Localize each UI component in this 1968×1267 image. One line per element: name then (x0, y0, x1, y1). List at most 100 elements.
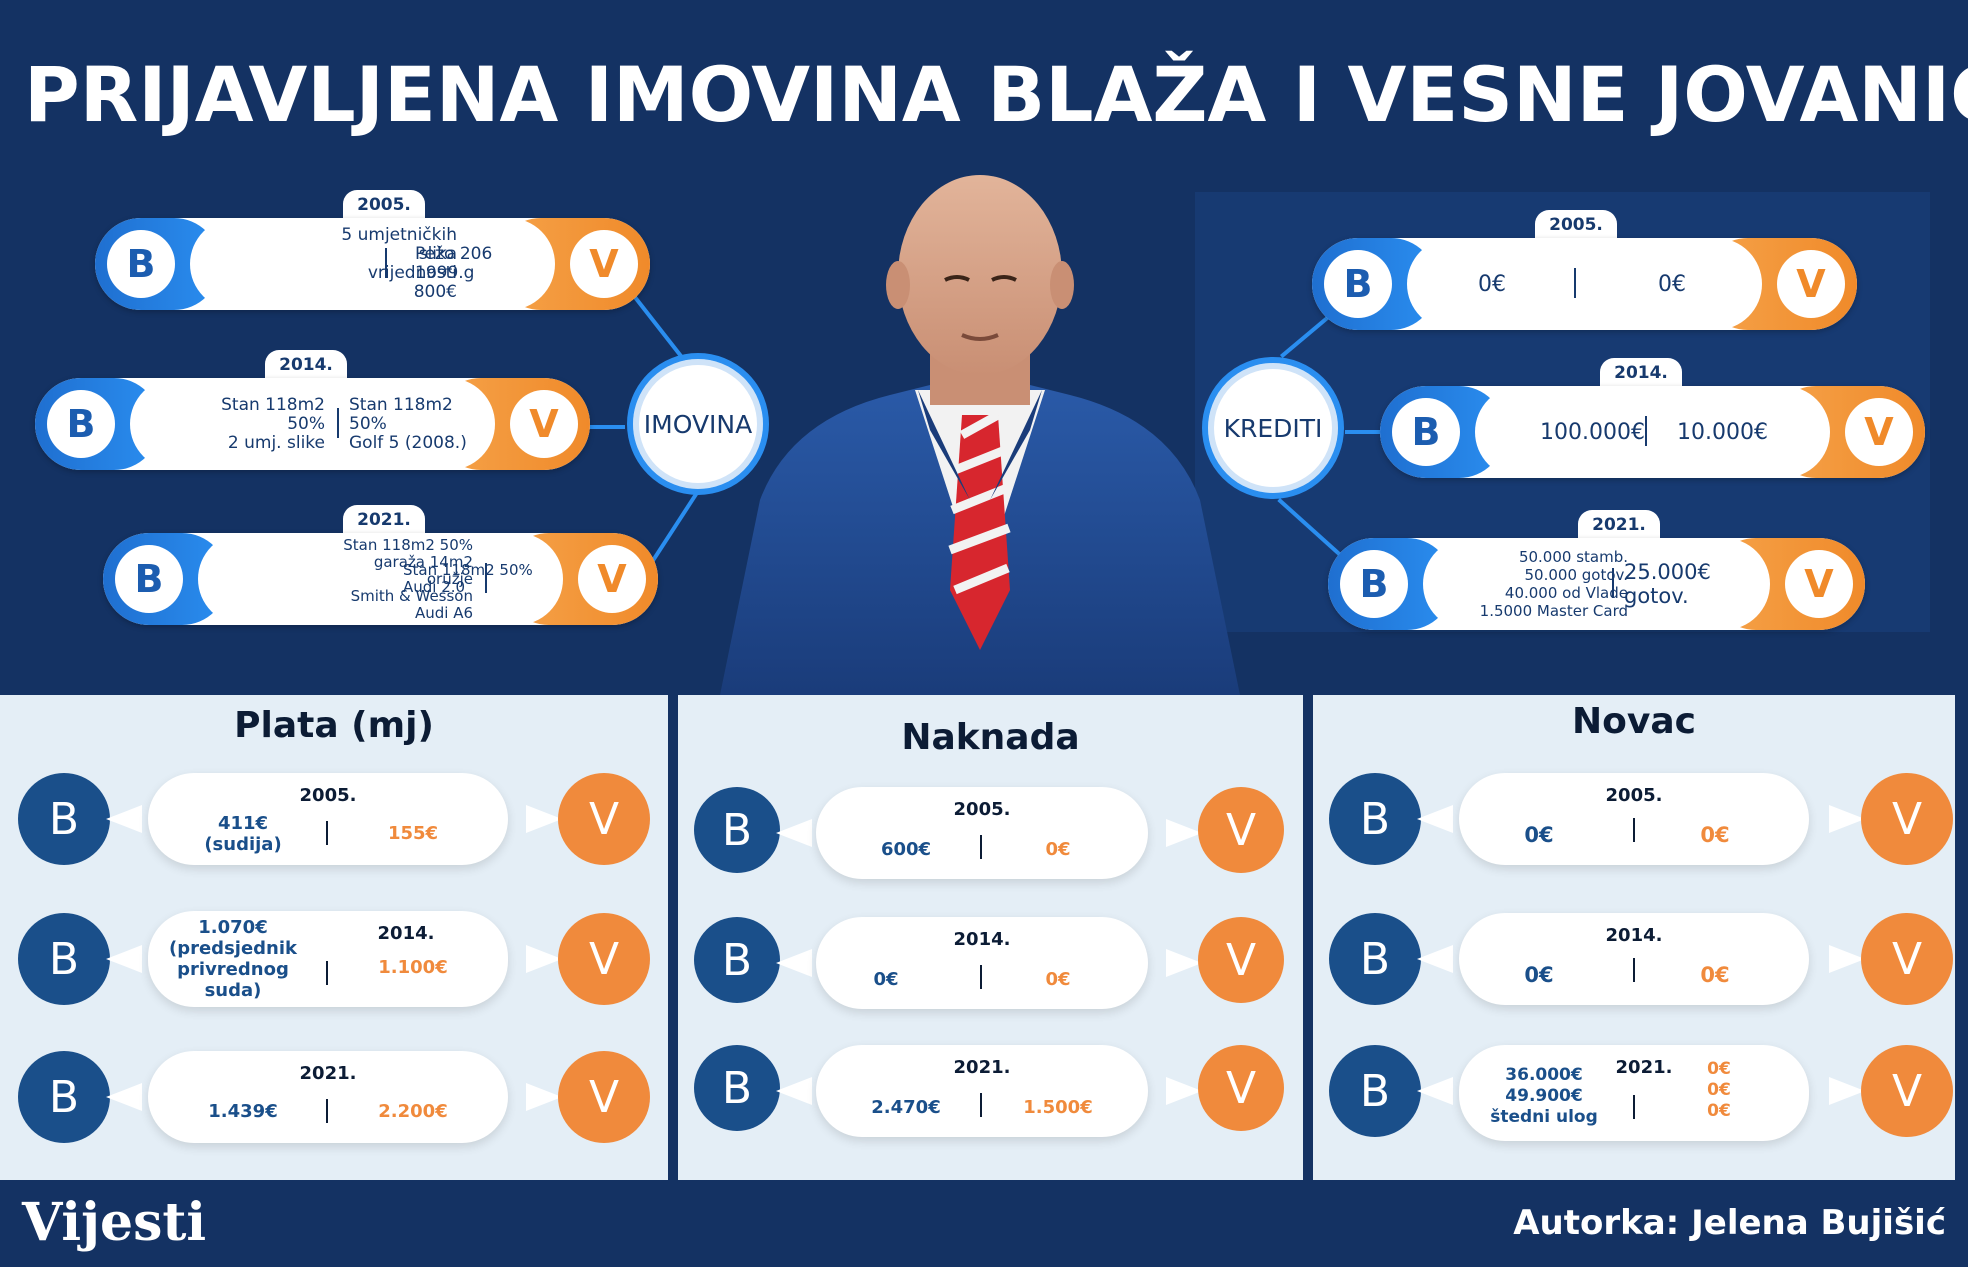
v-badge: V (558, 1051, 650, 1143)
year-label: 2005. (1535, 210, 1617, 240)
value-card: 2005. 600€ 0€ (816, 787, 1148, 879)
v-value: 1.100€ (378, 957, 448, 978)
panel-row: B 2005. 411€ (sudija) 155€ V (18, 773, 650, 873)
b-pointer (106, 945, 142, 973)
b-pointer (1417, 1077, 1453, 1105)
krediti-row-2005: B V 0€ 0€ (1312, 238, 1857, 330)
krediti-row-2014: B V 100.000€ 10.000€ (1380, 386, 1925, 478)
v-badge: V (570, 230, 638, 298)
v-value: 0€ (1045, 839, 1071, 860)
imovina-row-2005: B V 5 umjetničkih slika vrijednosti 800€… (95, 218, 650, 310)
b-value: 411€ (sudija) (204, 813, 282, 855)
v-value: 0€ (1658, 271, 1686, 297)
v-value: Stan 118m2 50% Golf 5 (2008.) (349, 394, 467, 453)
v-value: 155€ (387, 823, 439, 844)
card-year: 2021. (299, 1063, 357, 1084)
b-pointer (776, 1077, 812, 1105)
panel-novac: Novac B 2005. 0€ 0€ V B 2014. 0€ 0€ V B … (1313, 695, 1955, 1180)
b-value: 2.470€ (871, 1097, 941, 1118)
separator (980, 835, 982, 859)
panel-row: B 2014. 1.070€ (predsjednik privrednog s… (18, 911, 650, 1013)
panel-row: B 2005. 0€ 0€ V (1329, 773, 1953, 873)
imovina-row-2021: B V Stan 118m2 50% garaža 14m2 oružje Sm… (103, 533, 658, 625)
card-year: 2014. (953, 929, 1011, 950)
v-badge: V (558, 913, 650, 1005)
panel-row: B 2014. 0€ 0€ V (1329, 913, 1953, 1013)
v-value: 2.200€ (378, 1101, 448, 1122)
imovina-row-2014: B V Stan 118m2 50% 2 umj. slike Stan 118… (35, 378, 590, 470)
b-value: 1.439€ (208, 1101, 278, 1122)
card-year: 2005. (1605, 785, 1663, 806)
v-value: 10.000€ (1677, 419, 1768, 445)
b-badge: B (115, 545, 183, 613)
value-card: 2021. 2.470€ 1.500€ (816, 1045, 1148, 1137)
separator (1633, 958, 1635, 982)
card-year: 2021. (953, 1057, 1011, 1078)
year-label: 2021. (343, 505, 425, 535)
b-value: 36.000€ 49.900€ štedni ulog (1490, 1065, 1598, 1127)
panel-row: B 2021. 2.470€ 1.500€ V (694, 1045, 1294, 1145)
panel-title: Plata (mj) (234, 705, 434, 746)
v-pointer (526, 945, 562, 973)
v-value: 25.000€ gotov. (1624, 560, 1711, 608)
year-label: 2014. (1600, 358, 1682, 388)
v-pointer (1166, 1077, 1202, 1105)
b-pointer (776, 949, 812, 977)
v-value: Pežo 206 1999.g (415, 244, 493, 283)
v-badge: V (1861, 913, 1953, 1005)
connector-line (1345, 430, 1390, 434)
panel-plata: Plata (mj) B 2005. 411€ (sudija) 155€ V … (0, 695, 668, 1180)
value-card: 2014. 0€ 0€ (1459, 913, 1809, 1005)
b-value: Stan 118m2 50% garaža 14m2 oružje Smith … (343, 535, 473, 622)
v-badge: V (1785, 550, 1853, 618)
v-value: 0€ (1700, 823, 1730, 847)
panel-row: B 2014. 0€ 0€ V (694, 917, 1294, 1017)
v-badge: V (1845, 398, 1913, 466)
year-label: 2021. (1578, 510, 1660, 540)
value-card: 2005. 0€ 0€ (1459, 773, 1809, 865)
b-value: 5 umjetničkih slika vrijednosti 800€ (341, 225, 457, 302)
panel-row: B 2021. 1.439€ 2.200€ V (18, 1051, 650, 1151)
b-badge: B (1329, 773, 1421, 865)
card-year: 2005. (953, 799, 1011, 820)
separator (337, 408, 339, 438)
b-badge: B (694, 917, 780, 1003)
v-badge: V (1198, 917, 1284, 1003)
krediti-hub: KREDITI (1202, 357, 1344, 499)
b-badge: B (18, 913, 110, 1005)
b-value: 0€ (1478, 271, 1506, 297)
card-year: 2014. (1605, 925, 1663, 946)
panel-naknada: Naknada B 2005. 600€ 0€ V B 2014. 0€ 0€ … (678, 695, 1303, 1180)
v-pointer (526, 805, 562, 833)
v-value: 0€ (1045, 969, 1071, 990)
v-badge: V (1861, 773, 1953, 865)
separator (485, 563, 487, 593)
b-badge: B (694, 787, 780, 873)
v-value: 1.500€ (1023, 1097, 1093, 1118)
v-badge: V (558, 773, 650, 865)
vijesti-logo: Vijesti (22, 1192, 207, 1253)
v-badge: V (510, 390, 578, 458)
b-value: 1.070€ (predsjednik privrednog suda) (168, 917, 297, 1001)
card-year: 2005. (299, 785, 357, 806)
separator (1612, 568, 1614, 598)
v-pointer (1166, 949, 1202, 977)
b-pointer (776, 819, 812, 847)
v-value: 0€ (1700, 963, 1730, 987)
v-pointer (526, 1083, 562, 1111)
b-pointer (1417, 805, 1453, 833)
value-card: 2021. 36.000€ 49.900€ štedni ulog 0€ 0€ … (1459, 1045, 1809, 1141)
v-badge: V (1198, 787, 1284, 873)
page-title: PRIJAVLJENA IMOVINA BLAŽA I VESNE JOVANI… (24, 50, 1968, 139)
value-card: 2014. 1.070€ (predsjednik privrednog sud… (148, 911, 508, 1007)
b-value: 0€ (873, 969, 899, 990)
b-badge: B (1340, 550, 1408, 618)
b-value: 0€ (1524, 823, 1554, 847)
v-pointer (1166, 819, 1202, 847)
v-badge: V (1777, 250, 1845, 318)
v-value: 0€ 0€ 0€ (1707, 1059, 1731, 1121)
v-badge: V (578, 545, 646, 613)
year-label: 2005. (343, 190, 425, 220)
b-badge: B (18, 1051, 110, 1143)
v-badge: V (1861, 1045, 1953, 1137)
